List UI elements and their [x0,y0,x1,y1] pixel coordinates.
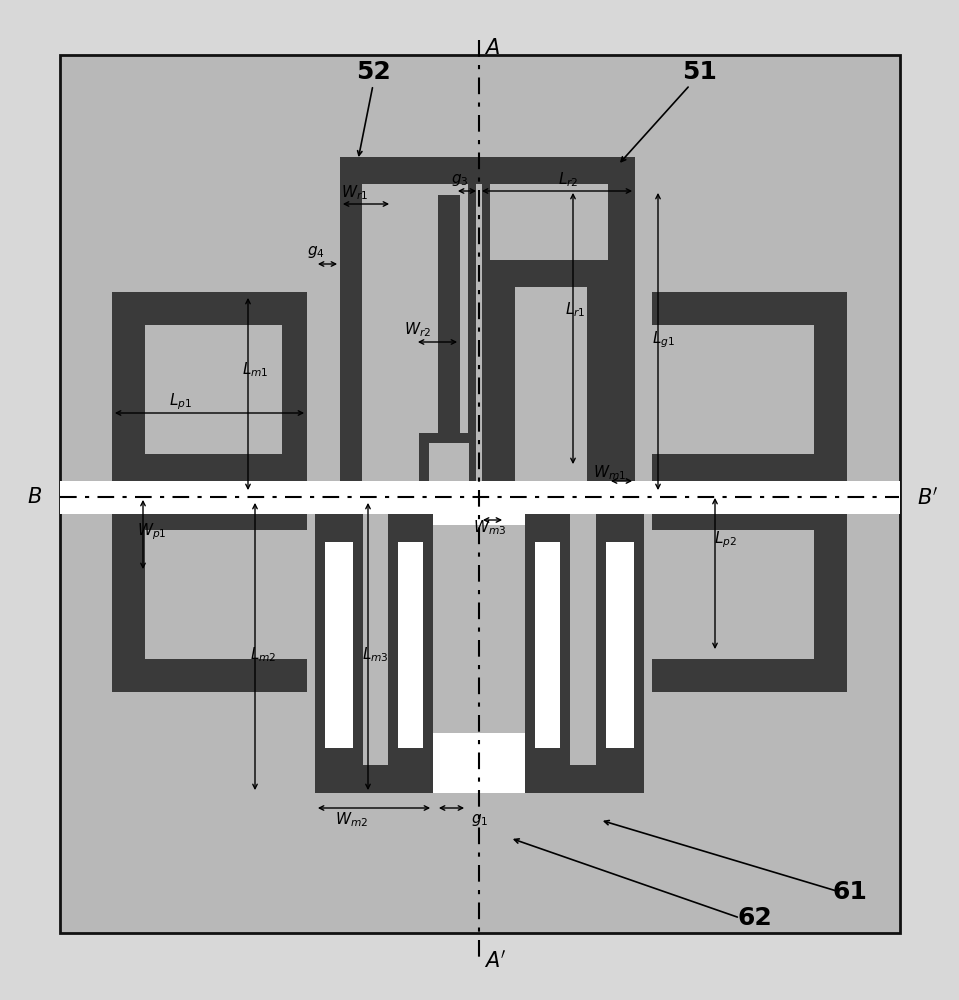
Bar [476,184,482,493]
Text: $g_4$: $g_4$ [307,244,325,260]
Text: $W_{m2}$: $W_{m2}$ [336,811,368,829]
Bar [652,497,847,530]
Bar [60,481,479,514]
Bar [398,542,423,748]
Bar [112,454,307,487]
Bar [814,292,847,487]
Bar [419,433,479,488]
Bar [608,157,635,493]
Bar [315,497,363,793]
Text: $B$: $B$ [27,487,42,507]
Bar [490,260,515,490]
Bar [112,497,307,530]
Text: $L_{p2}$: $L_{p2}$ [713,530,737,550]
Bar [468,157,490,493]
Bar [479,481,900,514]
Text: $A'$: $A'$ [484,949,506,971]
Bar [433,733,525,793]
Text: $L_{m2}$: $L_{m2}$ [249,646,276,664]
Bar [340,157,419,184]
Bar [652,659,847,692]
Bar [467,765,491,793]
Bar [652,292,847,325]
Text: $L_{m3}$: $L_{m3}$ [362,646,388,664]
Bar [587,260,612,490]
Text: $W_{m3}$: $W_{m3}$ [474,519,506,537]
Bar [60,481,479,514]
Bar [652,454,847,487]
Bar [112,292,145,487]
Text: $g_3$: $g_3$ [452,172,469,188]
Text: $W_{m1}$: $W_{m1}$ [594,464,626,482]
Text: $L_{r1}$: $L_{r1}$ [565,301,585,319]
Text: 62: 62 [737,906,772,930]
Bar [60,55,900,933]
Bar [112,659,307,692]
Bar [419,184,608,493]
Bar [479,481,900,514]
Bar [429,443,469,488]
Text: 51: 51 [683,60,717,84]
Text: $L_{p1}$: $L_{p1}$ [169,392,192,412]
Text: $L_{g1}$: $L_{g1}$ [651,330,674,350]
Bar [340,157,362,493]
Text: $L_{r2}$: $L_{r2}$ [558,171,578,189]
Bar [535,542,560,748]
Bar [814,497,847,692]
Text: $A$: $A$ [484,38,500,58]
Bar [433,497,525,525]
Text: $W_{p1}$: $W_{p1}$ [137,522,167,542]
Text: 52: 52 [356,60,390,84]
Text: $W_{r1}$: $W_{r1}$ [341,184,368,202]
Text: $W_{r2}$: $W_{r2}$ [405,321,432,339]
Bar [525,497,570,793]
Text: $L_{m1}$: $L_{m1}$ [242,361,269,379]
Bar [515,287,587,490]
Bar [362,184,419,493]
Bar [310,483,650,511]
Bar [325,542,353,748]
Bar [112,292,307,325]
Text: $B'$: $B'$ [917,486,939,508]
Bar [596,497,644,793]
Bar [112,497,145,692]
Bar [490,260,612,287]
Bar [282,292,307,497]
Bar [392,157,419,493]
Bar [315,765,644,793]
Text: $g_1$: $g_1$ [471,812,489,828]
Bar [438,195,460,488]
Bar [388,497,433,793]
Bar [392,157,635,184]
Bar [606,542,634,748]
Text: 61: 61 [832,880,868,904]
